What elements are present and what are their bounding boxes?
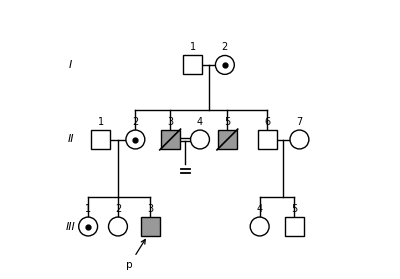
Text: 5: 5 (291, 204, 298, 214)
Text: 4: 4 (256, 204, 263, 214)
Text: 6: 6 (264, 117, 270, 127)
Text: 4: 4 (197, 117, 203, 127)
Text: II: II (68, 134, 74, 145)
Text: 3: 3 (167, 117, 173, 127)
Bar (183, 56, 202, 74)
Text: 2: 2 (222, 42, 228, 52)
Text: 5: 5 (224, 117, 230, 127)
Bar (141, 217, 160, 236)
Bar (161, 130, 180, 149)
Text: p: p (126, 239, 145, 270)
Text: 2: 2 (132, 117, 138, 127)
Text: 7: 7 (296, 117, 302, 127)
Circle shape (126, 130, 145, 149)
Bar (285, 217, 304, 236)
Circle shape (108, 217, 128, 236)
Text: 1: 1 (98, 117, 104, 127)
Circle shape (190, 130, 210, 149)
Circle shape (250, 217, 269, 236)
Circle shape (216, 56, 234, 74)
Text: III: III (66, 222, 76, 232)
Bar (258, 130, 276, 149)
Text: 1: 1 (190, 42, 196, 52)
Bar (218, 130, 237, 149)
Text: 3: 3 (147, 204, 153, 214)
Bar (91, 130, 110, 149)
Circle shape (79, 217, 98, 236)
Text: 1: 1 (85, 204, 91, 214)
Text: I: I (69, 60, 72, 70)
Circle shape (290, 130, 309, 149)
Text: 2: 2 (115, 204, 121, 214)
